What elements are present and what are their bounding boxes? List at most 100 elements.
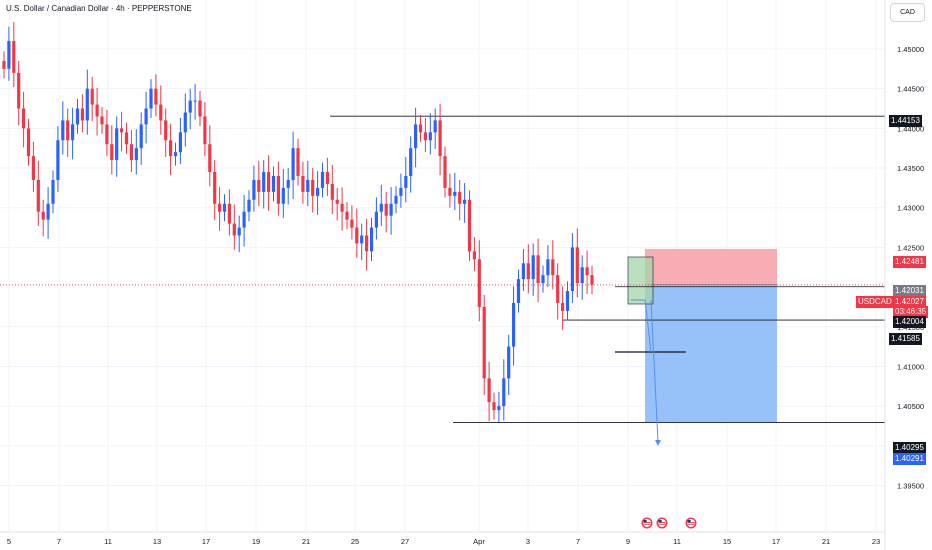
candle-body [183, 112, 187, 133]
candle-body [536, 255, 540, 284]
news-event-icon[interactable] [641, 517, 653, 529]
candle-body [144, 108, 148, 125]
x-tick-label: 19 [252, 537, 260, 546]
candle-body [345, 211, 349, 220]
candle-body [335, 199, 339, 204]
candle-body [546, 259, 550, 276]
candle-body [516, 279, 521, 303]
x-tick-label: 3 [526, 537, 530, 546]
candle-body [320, 172, 325, 188]
x-tick-label: 15 [723, 537, 731, 546]
candle-body [85, 88, 89, 121]
x-tick-label: 17 [202, 537, 210, 546]
x-tick-label: 11 [673, 537, 681, 546]
candle-body [585, 267, 589, 276]
candle-body [232, 223, 236, 236]
candle-body [365, 235, 369, 252]
candle-body [575, 247, 579, 284]
candle-body [526, 263, 530, 280]
symbol-label: USDCAD [856, 296, 894, 308]
candle-body [497, 406, 501, 411]
arrow-path-1 [631, 299, 652, 353]
candle-body [134, 148, 138, 161]
candle-body [31, 156, 35, 180]
mid-price-label: 1.42004 [893, 316, 926, 328]
candle-body [178, 132, 182, 153]
candle-body [404, 175, 408, 188]
y-tick-label: 1.44000 [897, 124, 924, 133]
candle-body [56, 140, 60, 180]
candle-body [71, 124, 75, 141]
candle-body [590, 275, 594, 285]
candle-body [22, 108, 26, 129]
target-close-label: 1.40291 [893, 453, 926, 465]
candle-body [281, 187, 285, 204]
candle-body [198, 100, 202, 117]
candle-body [316, 187, 320, 196]
last-price-label: 1.42027 [893, 296, 926, 308]
candle-body [374, 211, 378, 228]
candle-body [507, 346, 511, 379]
chart-title: U.S. Dollar / Canadian Dollar · 4h · PEP… [6, 4, 192, 13]
candle-body [271, 175, 276, 192]
candle-body [242, 211, 246, 228]
candle-body [159, 104, 163, 121]
candle-body [2, 60, 6, 69]
candle-body [252, 179, 256, 200]
us-flag-icon-2[interactable] [685, 517, 697, 529]
candle-body [306, 179, 310, 192]
stop-loss-zone [645, 248, 777, 285]
y-tick-label: 1.41000 [897, 362, 924, 371]
currency-button[interactable]: CAD [890, 3, 925, 22]
candle-body [492, 402, 496, 411]
candle-body [222, 203, 227, 212]
candle-body [41, 211, 45, 220]
entry-highlight-box [627, 256, 654, 305]
candle-body [124, 132, 129, 145]
candle-body [193, 100, 197, 102]
candle-body [262, 172, 266, 192]
candle-body [257, 179, 261, 192]
position-tool[interactable] [627, 248, 777, 423]
x-tick-label: 17 [772, 537, 780, 546]
event-markers[interactable] [641, 517, 697, 529]
candle-body [26, 128, 31, 157]
x-tick-label: 7 [576, 537, 580, 546]
candle-body [463, 199, 467, 204]
candle-body [580, 267, 584, 284]
candle-body [428, 132, 432, 141]
candle-body [556, 275, 560, 303]
projection-arrows [631, 299, 661, 446]
level-label-upper: 1.44153 [889, 115, 922, 127]
candle-body [453, 191, 457, 196]
us-flag-icon[interactable] [656, 517, 668, 529]
candle-body [541, 275, 545, 284]
candle-body [438, 120, 442, 157]
take-profit-zone [645, 284, 777, 423]
x-tick-label: 23 [872, 537, 880, 546]
candle-body [276, 175, 280, 204]
x-tick-label: 5 [7, 537, 11, 546]
candle-body [330, 183, 334, 200]
y-tick-label: 1.43500 [897, 164, 924, 173]
candle-body [521, 263, 525, 280]
y-tick-label: 1.42500 [897, 243, 924, 252]
candle-body [311, 179, 315, 196]
x-tick-label: 9 [626, 537, 630, 546]
candle-body [296, 148, 300, 176]
candles [2, 22, 594, 422]
candle-body [267, 172, 271, 192]
candle-body [46, 203, 50, 220]
x-tick-label: 13 [153, 537, 161, 546]
candle-body [409, 148, 413, 176]
candle-body [448, 187, 452, 196]
candle-body [227, 203, 231, 224]
candle-body [433, 120, 437, 133]
candle-body [379, 203, 383, 212]
stop-label: 1.42481 [893, 256, 926, 268]
candle-body [512, 302, 516, 347]
candle-body [66, 120, 70, 141]
candle-body [477, 259, 481, 307]
target-label: 1.40295 [893, 442, 926, 454]
